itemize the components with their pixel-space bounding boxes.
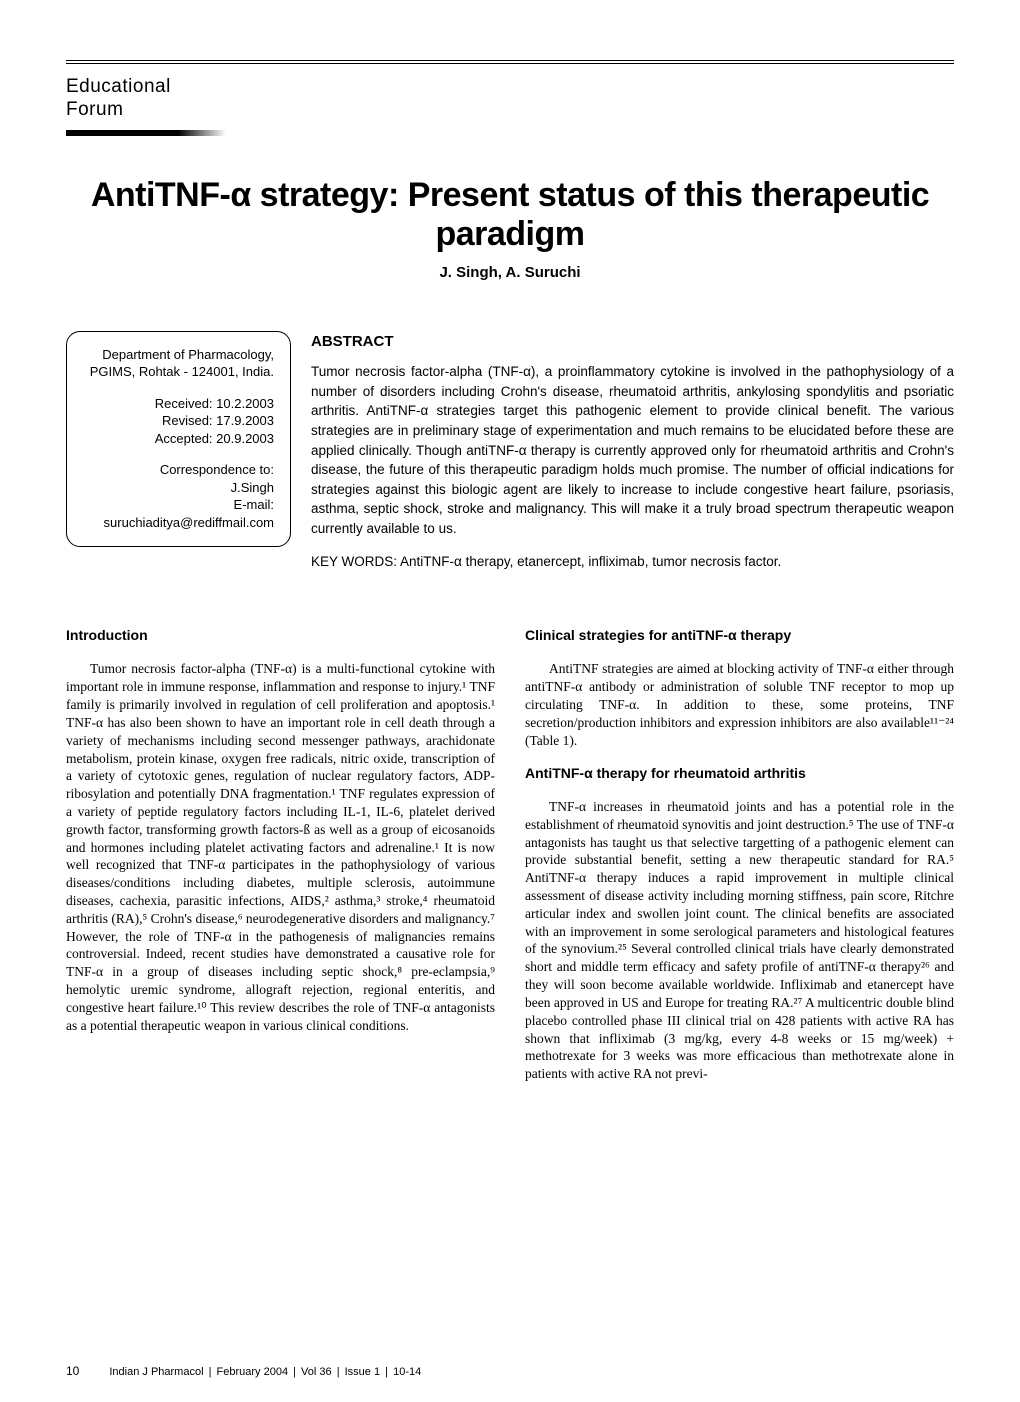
body-columns: Introduction Tumor necrosis factor-alpha…: [66, 626, 954, 1097]
paragraph-strategies: AntiTNF strategies are aimed at blocking…: [525, 660, 954, 749]
correspondence-email: suruchiaditya@rediffmail.com: [83, 514, 274, 532]
abstract-column: ABSTRACT Tumor necrosis factor-alpha (TN…: [311, 331, 954, 586]
heading-strategies: Clinical strategies for antiTNF-α therap…: [525, 626, 954, 644]
date-accepted: Accepted: 20.9.2003: [83, 430, 274, 448]
top-rule-2: [66, 63, 954, 64]
keywords-label: KEY WORDS:: [311, 554, 397, 569]
separator-icon: |: [209, 1366, 212, 1378]
keywords-line: KEY WORDS: AntiTNF-α therapy, etanercept…: [311, 552, 954, 572]
footer-month: February 2004: [217, 1366, 289, 1378]
date-revised: Revised: 17.9.2003: [83, 412, 274, 430]
paragraph-introduction: Tumor necrosis factor-alpha (TNF-α) is a…: [66, 660, 495, 1034]
footer-vol: Vol 36: [301, 1366, 332, 1378]
right-column: Clinical strategies for antiTNF-α therap…: [525, 626, 954, 1097]
article-authors: J. Singh, A. Suruchi: [66, 264, 954, 281]
footer-citation: Indian J Pharmacol | February 2004 | Vol…: [109, 1366, 421, 1378]
section-header: Educational Forum: [66, 76, 954, 122]
abstract-text: Tumor necrosis factor-alpha (TNF-α), a p…: [311, 362, 954, 538]
keywords-text: AntiTNF-α therapy, etanercept, inflixima…: [400, 554, 781, 569]
separator-icon: |: [385, 1366, 388, 1378]
page-number: 10: [66, 1364, 79, 1378]
heading-introduction: Introduction: [66, 626, 495, 644]
article-title: AntiTNF-α strategy: Present status of th…: [66, 176, 954, 254]
abstract-heading: ABSTRACT: [311, 331, 954, 353]
dates-block: Received: 10.2.2003 Revised: 17.9.2003 A…: [83, 395, 274, 448]
separator-icon: |: [293, 1366, 296, 1378]
separator-icon: |: [337, 1366, 340, 1378]
footer-pages: 10-14: [393, 1366, 421, 1378]
top-rule: [66, 60, 954, 61]
page-footer: 10 Indian J Pharmacol | February 2004 | …: [66, 1364, 954, 1378]
abstract-row: Department of Pharmacology, PGIMS, Rohta…: [66, 331, 954, 586]
paragraph-ra: TNF-α increases in rheumatoid joints and…: [525, 798, 954, 1083]
footer-journal: Indian J Pharmacol: [109, 1366, 203, 1378]
section-header-line1: Educational: [66, 76, 954, 99]
left-column: Introduction Tumor necrosis factor-alpha…: [66, 626, 495, 1097]
footer-issue: Issue 1: [345, 1366, 380, 1378]
correspondence-name: J.Singh: [83, 479, 274, 497]
correspondence-block: Correspondence to: J.Singh E-mail: suruc…: [83, 461, 274, 531]
gradient-rule: [66, 130, 226, 136]
meta-box: Department of Pharmacology, PGIMS, Rohta…: [66, 331, 291, 547]
section-header-line2: Forum: [66, 99, 954, 122]
affiliation: Department of Pharmacology, PGIMS, Rohta…: [83, 346, 274, 381]
correspondence-label: Correspondence to:: [83, 461, 274, 479]
date-received: Received: 10.2.2003: [83, 395, 274, 413]
email-label: E-mail:: [83, 496, 274, 514]
heading-ra: AntiTNF-α therapy for rheumatoid arthrit…: [525, 764, 954, 782]
